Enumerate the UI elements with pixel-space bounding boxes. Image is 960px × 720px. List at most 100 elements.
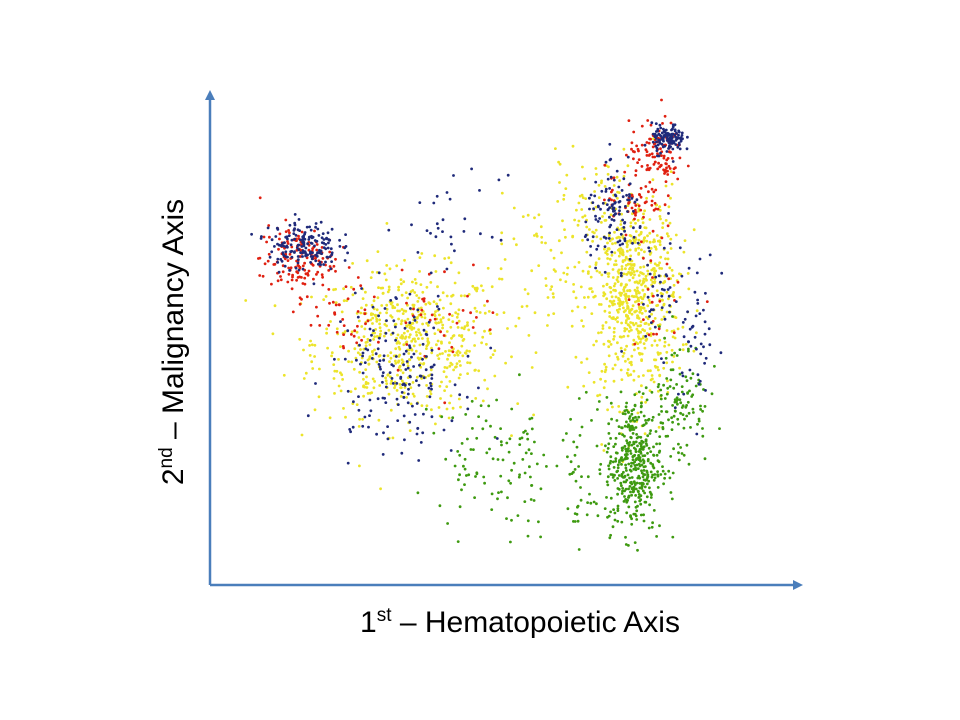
data-point [647,246,651,250]
data-point [372,299,376,303]
data-point [612,335,616,338]
data-point [533,440,536,444]
data-point [377,363,381,366]
data-point [619,457,623,461]
data-point [608,311,611,314]
data-point [612,330,616,334]
data-point [276,279,280,283]
data-point [385,319,388,322]
data-point [338,303,341,307]
data-point [467,293,471,296]
data-point [608,257,612,261]
data-point [284,245,288,249]
data-point [650,321,653,324]
data-point [611,237,614,241]
data-point [651,521,654,525]
data-point [651,229,655,233]
data-point [641,288,645,292]
data-point [625,439,629,443]
data-point [453,464,457,468]
data-point [639,337,643,341]
data-point [632,209,635,213]
data-point [619,271,623,275]
data-point [628,278,631,282]
data-point [627,295,631,298]
data-point [594,167,598,170]
data-point [294,266,298,270]
data-point [663,280,667,284]
data-point [399,375,403,379]
data-point [374,328,377,331]
data-point [505,441,509,445]
data-point [416,426,420,430]
data-point [267,224,271,227]
data-point [401,312,405,315]
data-point [643,143,647,147]
data-point [618,291,622,295]
data-point [617,185,621,189]
data-point [719,351,723,355]
data-point [664,184,668,188]
data-point [656,474,660,478]
data-point [438,298,442,302]
data-point [408,333,412,336]
data-point [686,392,689,395]
data-point [449,449,453,452]
data-point [278,232,282,236]
data-point [632,512,636,516]
data-point [334,301,338,304]
data-point [678,272,681,276]
data-point [610,253,614,257]
data-point [300,433,304,437]
data-point [638,448,642,451]
data-point [670,294,673,297]
data-point [357,395,360,398]
data-point [449,394,453,398]
data-point [645,398,649,402]
data-point [441,352,444,355]
data-point [657,451,661,454]
data-point [409,386,413,389]
data-point [645,141,649,144]
data-point [639,352,642,355]
data-point [403,326,407,330]
data-point [638,279,642,283]
data-point [608,231,611,235]
data-point [415,320,419,324]
data-point [312,277,315,281]
data-point [296,243,300,247]
data-point [524,429,527,433]
data-point [351,293,355,297]
data-point [310,360,314,364]
data-point [443,366,447,369]
data-point [650,121,654,125]
data-point [574,296,578,300]
data-point [379,367,382,371]
data-point [377,418,381,422]
data-point [472,448,475,451]
data-point [530,416,534,420]
data-point [612,299,616,303]
data-point [675,383,678,386]
data-point [450,336,453,340]
data-point [649,378,653,382]
data-point [580,193,584,197]
data-point [599,377,602,381]
data-point [650,525,654,529]
data-point [378,318,381,322]
data-point [387,392,391,396]
data-point [362,394,365,398]
data-point [671,132,675,136]
data-point [666,288,670,291]
data-point [270,282,273,286]
data-point [481,335,485,339]
data-point [271,332,275,336]
data-point [486,266,490,270]
data-point [384,339,388,343]
data-point [616,519,620,523]
data-point [500,191,504,195]
data-point [328,238,332,242]
data-point [591,290,594,294]
data-point [666,134,670,138]
data-point [606,172,610,176]
